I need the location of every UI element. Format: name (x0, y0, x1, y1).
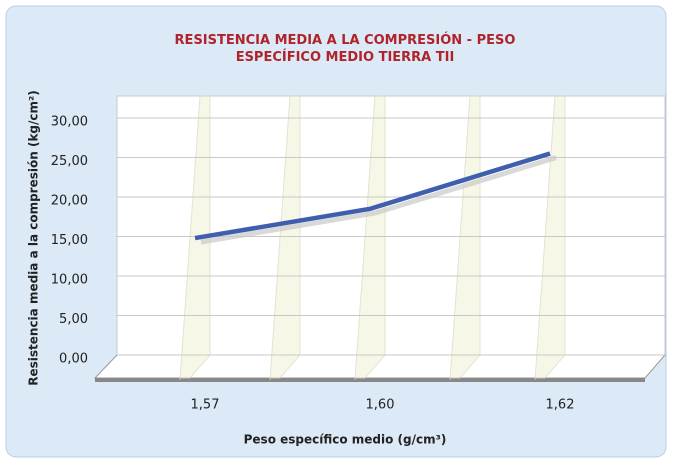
line-shadow (200, 155, 557, 245)
x-tick-label: 1,60 (366, 398, 395, 413)
y-tick-label: 5,00 (59, 312, 88, 327)
y-tick-label: 30,00 (51, 115, 88, 130)
y-tick-label: 20,00 (51, 194, 88, 209)
x-tick-label: 1,62 (546, 398, 575, 413)
y-tick-label: 25,00 (51, 154, 88, 169)
y-axis-label: Resistencia media a la compresión (kg/cm… (27, 90, 41, 386)
x-axis-label: Peso específico medio (g/cm³) (244, 433, 447, 447)
x-tick-label: 1,57 (191, 398, 220, 413)
floor-edge (95, 378, 645, 382)
y-tick-label: 15,00 (51, 233, 88, 248)
y-tick-label: 0,00 (59, 352, 88, 367)
depth-panel (449, 95, 481, 381)
line (194, 151, 551, 241)
chart-title: RESISTENCIA MEDIA A LA COMPRESIÓN - PESO… (174, 33, 516, 65)
y-tick-label: 10,00 (51, 273, 88, 288)
depth-panel (534, 95, 566, 381)
depth-panel (354, 95, 386, 381)
depth-panel (269, 95, 301, 381)
